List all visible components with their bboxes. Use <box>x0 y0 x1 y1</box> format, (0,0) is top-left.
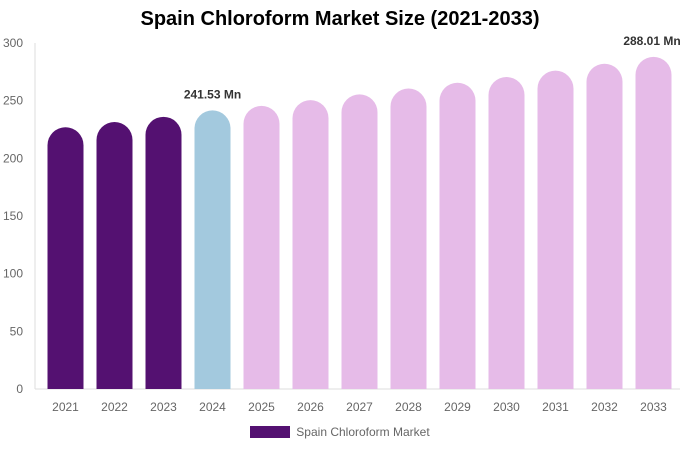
x-tick-label: 2026 <box>297 400 324 414</box>
bar-2032 <box>586 63 623 389</box>
bar-2022 <box>96 122 133 389</box>
y-tick-label: 0 <box>16 382 23 396</box>
x-tick-label: 2028 <box>395 400 422 414</box>
y-tick-label: 100 <box>3 267 23 281</box>
y-tick-label: 300 <box>3 36 23 50</box>
bar-2030 <box>488 77 525 389</box>
x-tick-label: 2025 <box>248 400 275 414</box>
y-tick-label: 200 <box>3 151 23 165</box>
legend: Spain Chloroform Market <box>0 425 680 439</box>
x-tick-label: 2024 <box>199 400 226 414</box>
y-tick-label: 150 <box>3 209 23 223</box>
x-tick-label: 2022 <box>101 400 128 414</box>
bar-2029 <box>439 82 476 389</box>
bar-2031 <box>537 70 574 390</box>
legend-swatch <box>250 426 291 438</box>
bar-2025 <box>243 105 280 389</box>
x-tick-label: 2029 <box>444 400 471 414</box>
bar-2028 <box>390 88 427 389</box>
legend-label: Spain Chloroform Market <box>296 425 430 439</box>
x-tick-label: 2021 <box>52 400 79 414</box>
bar-2027 <box>341 94 378 389</box>
bar-2033 <box>635 56 672 390</box>
x-tick-label: 2023 <box>150 400 177 414</box>
x-tick-label: 2027 <box>346 400 373 414</box>
x-tick-label: 2031 <box>542 400 569 414</box>
chart-title: Spain Chloroform Market Size (2021-2033) <box>140 8 540 30</box>
data-label: 241.53 Mn <box>184 87 241 101</box>
x-tick-label: 2032 <box>591 400 618 414</box>
x-tick-label: 2033 <box>640 400 667 414</box>
y-tick-label: 250 <box>3 94 23 108</box>
bar-2024 <box>194 110 231 389</box>
data-label: 288.01 Mn <box>623 34 680 48</box>
y-tick-label: 50 <box>10 324 24 338</box>
x-tick-label: 2030 <box>493 400 520 414</box>
bar-2021 <box>47 127 84 390</box>
bar-2026 <box>292 100 329 389</box>
bar-2023 <box>145 116 182 389</box>
